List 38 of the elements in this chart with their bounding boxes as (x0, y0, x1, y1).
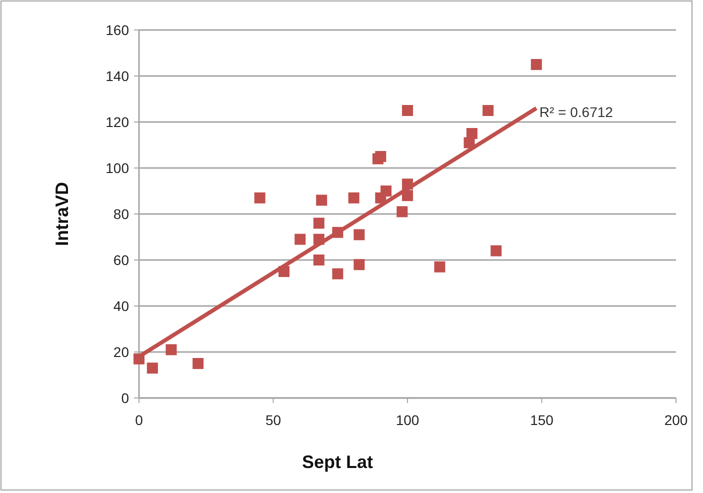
annotation: R² = 0.6712 (539, 104, 614, 120)
y-tick-label: 100 (106, 160, 130, 176)
x-tick-label: 50 (265, 412, 282, 428)
point (490, 245, 502, 256)
point (146, 362, 158, 374)
point (316, 194, 328, 206)
point (530, 59, 542, 70)
point (254, 192, 266, 204)
point (380, 186, 392, 196)
x-axis-title: Sept Lat (302, 452, 374, 472)
point (375, 151, 386, 162)
point (313, 254, 324, 266)
point (354, 259, 365, 270)
point (434, 261, 446, 272)
y-tick-label: 20 (113, 344, 130, 360)
y-tick-label: 120 (106, 114, 130, 130)
point (482, 105, 494, 116)
point (466, 128, 478, 139)
y-tick-label: 0 (121, 390, 130, 406)
point (332, 268, 344, 280)
point (166, 344, 177, 356)
y-tick-label: 40 (113, 298, 130, 314)
y-tick-label: 160 (106, 22, 130, 38)
point (294, 234, 306, 245)
y-tick-label: 80 (113, 206, 130, 222)
y-tick-label: 140 (106, 68, 130, 84)
point (396, 206, 408, 218)
point (313, 218, 324, 229)
x-tick-label: 100 (396, 412, 420, 428)
x-tick-label: 0 (135, 412, 144, 428)
x-tick-label: 150 (530, 412, 554, 428)
y-tick-label: 60 (113, 252, 130, 268)
point (402, 105, 413, 116)
point (192, 358, 204, 369)
point (354, 229, 365, 240)
x-tick-label: 200 (664, 412, 688, 428)
y-axis-title: IntraVD (52, 182, 72, 246)
point (348, 192, 360, 204)
